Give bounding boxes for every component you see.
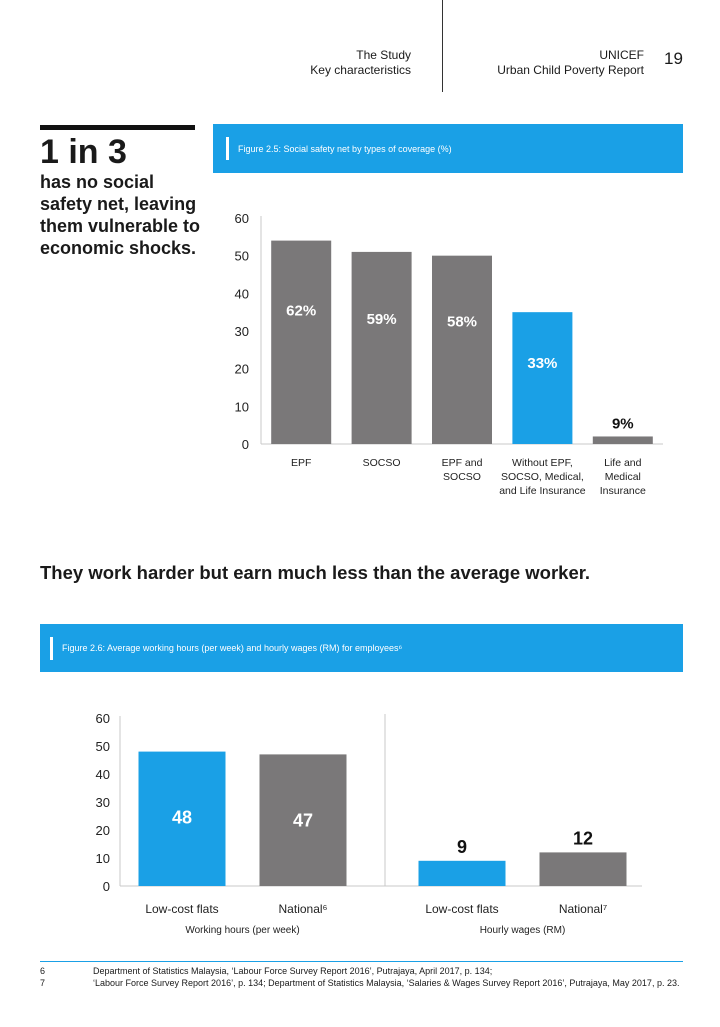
x-tick-label: Low-cost flats [425, 902, 498, 916]
y-tick-label: 30 [96, 795, 110, 810]
footnote-number: 7 [40, 978, 46, 988]
bar [592, 436, 653, 444]
header-report-title: Urban Child Poverty Report [497, 63, 644, 77]
y-tick-label: 60 [96, 711, 110, 726]
x-tick-label: SOCSO [443, 471, 481, 483]
figure-2-5-title: Figure 2.5: Social safety net by types o… [238, 143, 452, 154]
header-divider [442, 0, 443, 92]
header-publication: UNICEF Urban Child Poverty Report [497, 48, 644, 78]
footnote-text: ‘Labour Force Survey Report 2016’, p. 13… [93, 978, 680, 988]
y-tick-label: 60 [235, 211, 249, 226]
y-tick-label: 20 [235, 362, 249, 377]
y-tick-label: 0 [242, 437, 249, 452]
y-tick-label: 50 [235, 249, 249, 264]
bar [418, 860, 506, 886]
x-tick-label: SOCSO, Medical, [501, 471, 584, 483]
bar [138, 751, 226, 886]
y-tick-label: 30 [235, 324, 249, 339]
x-tick-label: National⁶ [279, 902, 328, 916]
bar [432, 255, 492, 444]
x-tick-label: Insurance [600, 485, 646, 497]
y-tick-label: 20 [96, 823, 110, 838]
header-section: The Study Key characteristics [310, 48, 411, 78]
group-label: Working hours (per week) [185, 925, 299, 936]
footnote-text: Department of Statistics Malaysia, ‘Labo… [93, 966, 493, 976]
y-tick-label: 10 [235, 399, 249, 414]
y-tick-label: 40 [235, 286, 249, 301]
x-tick-label: and Life Insurance [499, 485, 586, 497]
footnote-rule [40, 961, 683, 962]
x-tick-label: National⁷ [559, 902, 607, 916]
x-tick-label: Without EPF, [512, 457, 573, 469]
title-bar-accent [50, 636, 53, 660]
figure-2-6-chart: 0 10 20 30 40 50 60 48 Low-cost flats 47 National⁶… [96, 711, 642, 936]
callout-stat: 1 in 3 [40, 133, 127, 171]
group-label: Hourly wages (RM) [480, 925, 566, 936]
header-section-title: The Study [356, 48, 411, 62]
y-tick-label: 10 [96, 851, 110, 866]
x-tick-label: Life and [604, 457, 642, 469]
bar [259, 754, 347, 886]
y-tick-label: 50 [96, 739, 110, 754]
bar [351, 251, 412, 444]
callout-rule [40, 125, 195, 130]
bar [271, 240, 332, 444]
figure-2-6-title: Figure 2.6: Average working hours (per w… [62, 643, 403, 653]
data-label: 59% [367, 311, 397, 328]
header-org: UNICEF [599, 48, 644, 62]
data-label: 62% [286, 303, 316, 320]
x-tick-label: SOCSO [363, 457, 401, 469]
bar [512, 312, 573, 444]
y-tick-label: 40 [96, 767, 110, 782]
figure-2-6-title-bar: Figure 2.6: Average working hours (per w… [40, 624, 683, 672]
title-bar-accent [226, 137, 229, 160]
data-label: 47 [293, 810, 313, 830]
figure-2-5-chart: 0 10 20 30 40 50 60 62% EPF 59% SOCSO 58% EPF and SOC… [235, 211, 663, 497]
callout-text: has no social safety net, leaving them v… [40, 172, 201, 258]
page-number: 19 [664, 49, 683, 68]
y-tick-label: 0 [103, 879, 110, 894]
section-heading: They work harder but earn much less than… [40, 562, 591, 583]
data-label: 12 [573, 828, 593, 848]
data-label: 9% [612, 415, 634, 432]
data-label: 33% [527, 355, 557, 372]
data-label: 58% [447, 314, 477, 331]
bar [539, 852, 627, 886]
x-tick-label: EPF and [442, 457, 483, 469]
x-tick-label: EPF [291, 457, 311, 469]
footnote-number: 6 [40, 966, 46, 976]
header-section-subtitle: Key characteristics [310, 63, 411, 77]
data-label: 9 [457, 837, 467, 857]
data-label: 48 [172, 808, 192, 828]
x-tick-label: Medical [605, 471, 641, 483]
x-tick-label: Low-cost flats [145, 902, 218, 916]
figure-2-5-title-bar: Figure 2.5: Social safety net by types o… [213, 124, 683, 173]
